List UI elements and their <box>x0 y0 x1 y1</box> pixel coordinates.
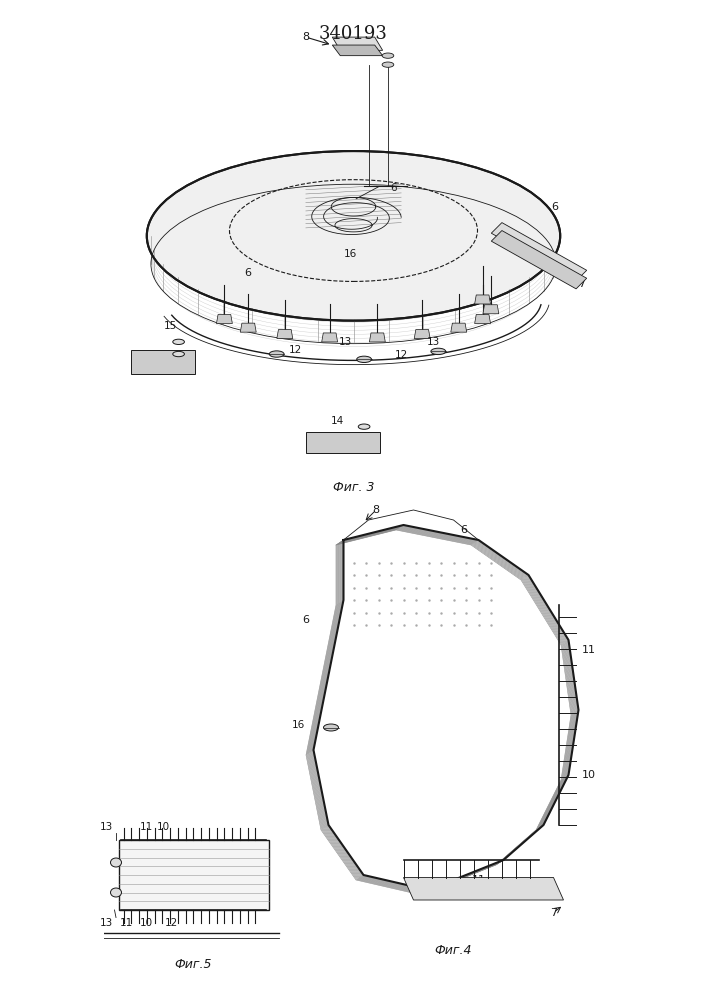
Polygon shape <box>474 295 491 304</box>
Text: 10: 10 <box>157 822 170 832</box>
Polygon shape <box>474 315 491 324</box>
Text: 9: 9 <box>535 249 542 259</box>
Text: Фиг.5: Фиг.5 <box>175 958 212 972</box>
Text: 13: 13 <box>339 337 352 347</box>
Text: 12: 12 <box>395 350 408 360</box>
Polygon shape <box>451 323 467 332</box>
Ellipse shape <box>358 424 370 429</box>
Polygon shape <box>322 333 338 342</box>
Polygon shape <box>369 333 385 342</box>
Polygon shape <box>483 305 499 314</box>
Polygon shape <box>491 231 587 289</box>
Polygon shape <box>240 323 256 332</box>
Text: 11: 11 <box>472 875 486 885</box>
Text: 7: 7 <box>550 908 557 918</box>
Ellipse shape <box>110 888 122 897</box>
Text: 11: 11 <box>139 822 153 832</box>
Polygon shape <box>332 45 382 56</box>
Text: 7: 7 <box>578 279 585 289</box>
Polygon shape <box>491 223 587 281</box>
Ellipse shape <box>382 62 394 67</box>
Text: 340193: 340193 <box>319 25 388 43</box>
Text: 16: 16 <box>292 720 305 730</box>
Ellipse shape <box>173 339 185 344</box>
Text: 13: 13 <box>426 337 440 347</box>
Ellipse shape <box>110 858 122 867</box>
Text: 6: 6 <box>551 202 559 212</box>
Polygon shape <box>332 37 382 50</box>
Text: 6: 6 <box>303 615 310 625</box>
Text: 11: 11 <box>119 918 133 928</box>
Polygon shape <box>404 878 563 900</box>
Text: Фиг.4: Фиг.4 <box>435 944 472 956</box>
Text: 13: 13 <box>100 918 112 928</box>
Text: 10: 10 <box>139 918 153 928</box>
Text: 6: 6 <box>244 268 251 278</box>
Text: 6: 6 <box>390 183 397 193</box>
Ellipse shape <box>431 348 445 355</box>
Text: Фиг. 3: Фиг. 3 <box>333 481 374 494</box>
Text: 12: 12 <box>164 918 177 928</box>
Text: 15: 15 <box>164 321 177 331</box>
Text: 11: 11 <box>581 645 595 655</box>
Text: 12: 12 <box>288 345 302 355</box>
Bar <box>119 840 269 910</box>
Text: 6: 6 <box>460 525 467 535</box>
Polygon shape <box>414 330 430 339</box>
Ellipse shape <box>147 151 560 321</box>
Text: 16: 16 <box>344 249 358 259</box>
Text: 10: 10 <box>581 770 595 780</box>
Ellipse shape <box>269 351 284 357</box>
Polygon shape <box>306 432 380 453</box>
Polygon shape <box>277 330 293 339</box>
Ellipse shape <box>382 53 394 58</box>
Text: 14: 14 <box>331 416 344 426</box>
Text: 10: 10 <box>542 880 556 890</box>
Polygon shape <box>216 315 233 324</box>
Polygon shape <box>131 350 194 374</box>
Ellipse shape <box>356 356 371 363</box>
Ellipse shape <box>173 351 185 357</box>
Text: 8: 8 <box>302 32 310 42</box>
Ellipse shape <box>324 724 339 731</box>
Text: 13: 13 <box>100 822 112 832</box>
Text: 8: 8 <box>373 505 380 515</box>
